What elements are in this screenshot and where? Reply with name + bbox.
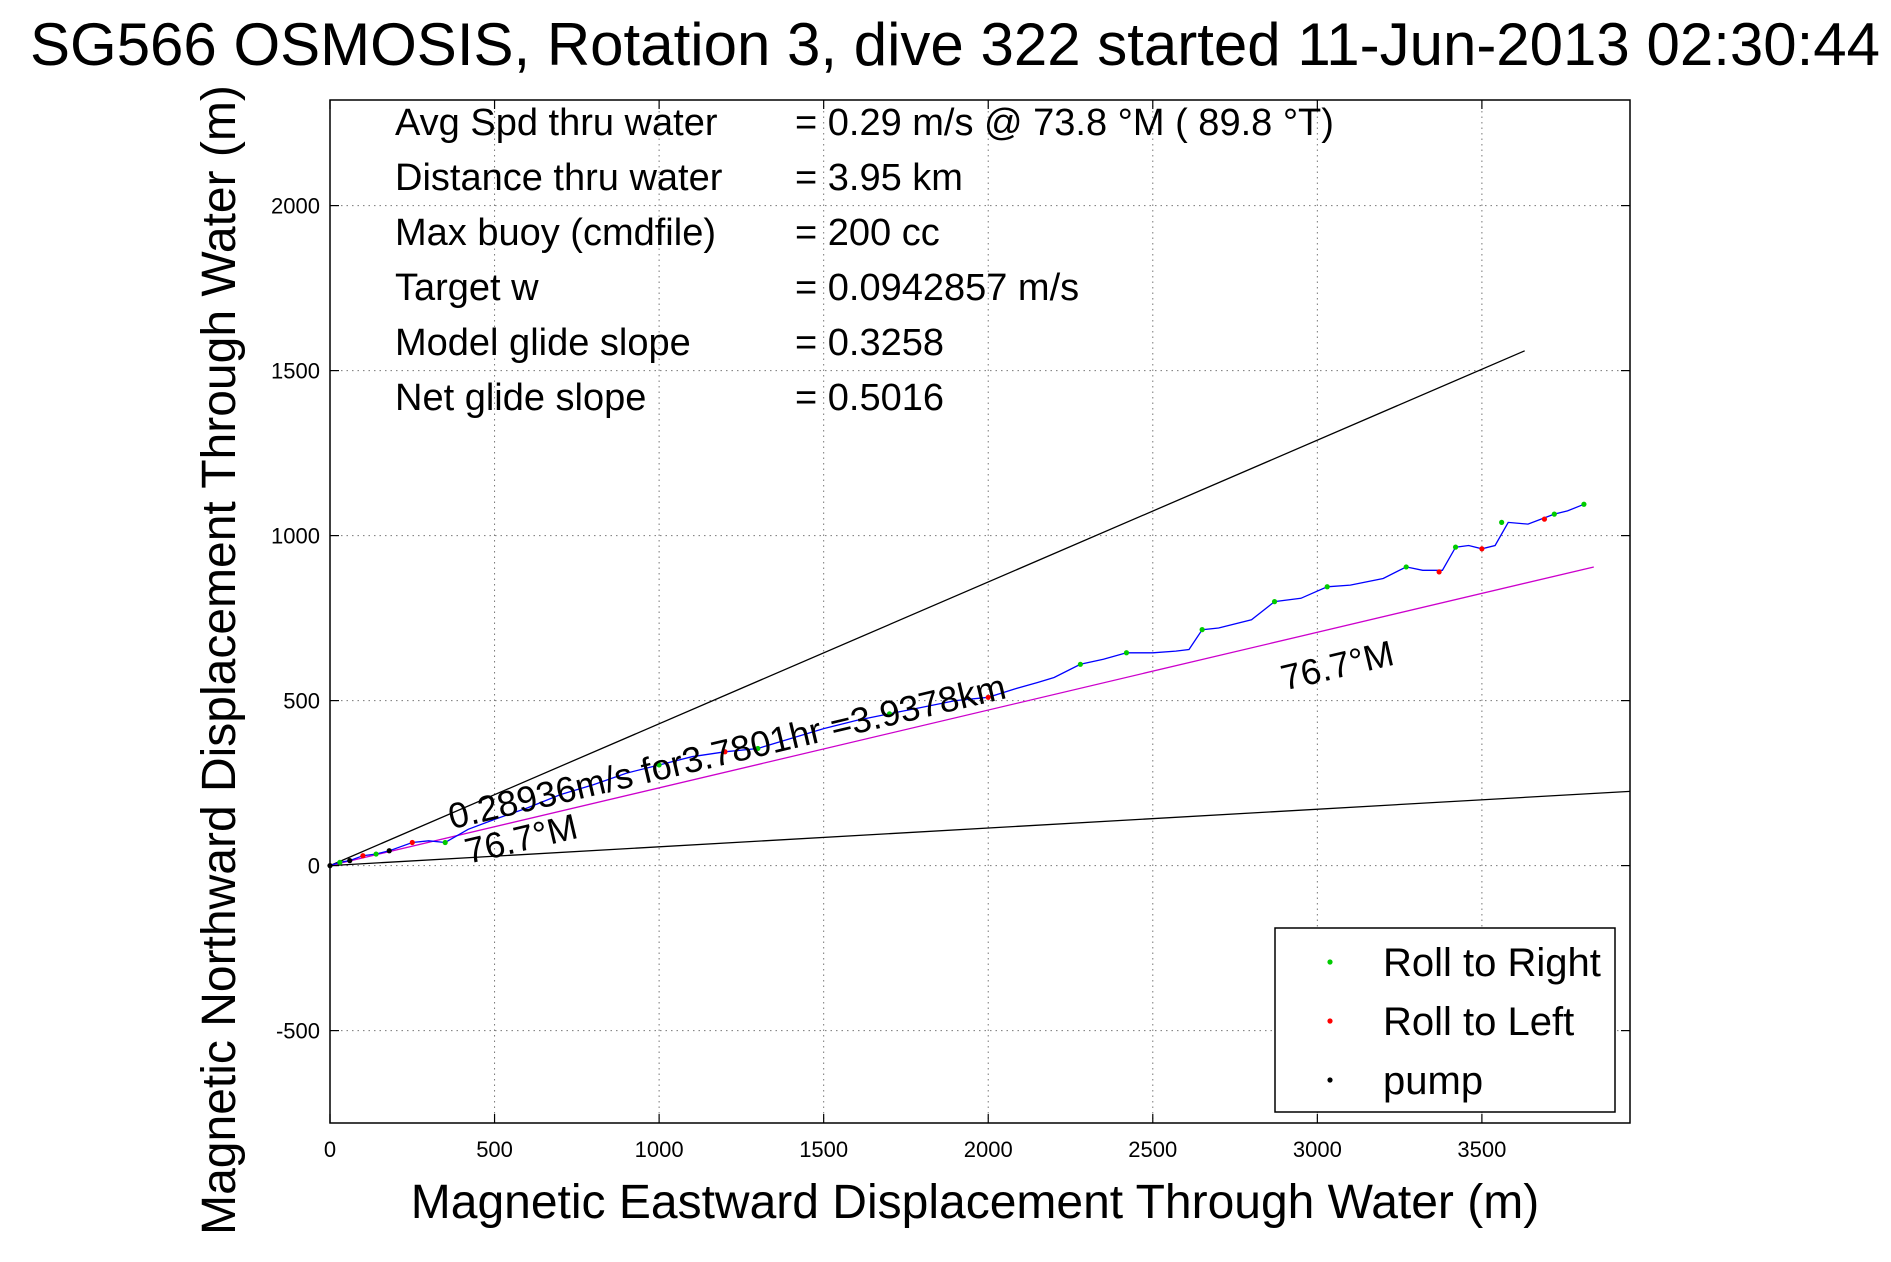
point-roll-to-right: [886, 711, 893, 717]
stat-value: = 0.5016: [795, 377, 944, 419]
x-tick-label: 1500: [799, 1137, 848, 1162]
point-roll-to-right: [373, 851, 379, 857]
stat-value: = 0.0942857 m/s: [795, 267, 1079, 309]
point-roll-to-left: [409, 839, 415, 846]
y-axis-label: Magnetic Northward Displacement Through …: [193, 85, 246, 1235]
y-tick-label: 500: [283, 689, 320, 714]
stat-label: Model glide slope: [395, 322, 691, 364]
reference-line-lower_bound: [329, 790, 1631, 867]
legend-label-roll-to-right: Roll to Right: [1383, 941, 1601, 985]
point-roll-to-left: [360, 853, 366, 859]
point-roll-to-right: [656, 762, 662, 768]
point-roll-to-right: [1403, 564, 1409, 570]
y-tick-label: 1000: [271, 524, 320, 549]
reference-lines: [329, 350, 1631, 867]
reference-line-upper_bound: [329, 350, 1525, 867]
legend-marker-roll-to-left: [1327, 1018, 1333, 1024]
y-tick-label: 1500: [271, 359, 320, 384]
reference-line-heading_76.7M: [329, 566, 1594, 867]
legend-label-pump: pump: [1383, 1059, 1483, 1103]
y-tick-label: -500: [276, 1019, 320, 1044]
point-roll-to-right: [1324, 584, 1330, 590]
point-roll-to-right: [442, 839, 448, 846]
legend-label-roll-to-left: Roll to Left: [1383, 1000, 1574, 1044]
legend: Roll to Right Roll to Left pump: [1274, 927, 1616, 1113]
point-roll-to-right: [1123, 650, 1130, 656]
stat-label: Distance thru water: [395, 157, 723, 199]
stat-label: Net glide slope: [395, 377, 646, 419]
x-axis-label: Magnetic Eastward Displacement Through W…: [411, 1176, 1539, 1229]
point-roll-to-left: [1436, 569, 1442, 575]
stat-label: Target w: [395, 267, 539, 309]
glider-track-line: [329, 503, 1585, 867]
y-tick-label: 2000: [271, 194, 320, 219]
point-roll-to-left: [985, 694, 991, 700]
point-roll-to-right: [1199, 627, 1205, 633]
point-roll-to-left: [722, 749, 728, 755]
stat-label: Max buoy (cmdfile): [395, 212, 716, 254]
point-roll-to-right: [1581, 501, 1587, 507]
stat-value: = 200 cc: [795, 212, 940, 254]
stat-value: = 0.3258: [795, 322, 944, 364]
point-roll-to-right: [1077, 661, 1083, 667]
x-tick-label: 2000: [964, 1137, 1013, 1162]
plot-frame: [329, 99, 1631, 1124]
x-tick-label: 2500: [1128, 1137, 1177, 1162]
stats-panel: Avg Spd thru water = 0.29 m/s @ 73.8 °M (…: [395, 102, 1334, 419]
point-roll-to-right: [337, 859, 343, 865]
stat-label: Avg Spd thru water: [395, 102, 718, 144]
legend-marker-pump: [1327, 1077, 1333, 1083]
point-roll-to-right: [1551, 511, 1557, 517]
point-pump: [386, 848, 392, 854]
y-tick-label: 0: [308, 854, 320, 879]
x-tick-label: 3000: [1293, 1137, 1342, 1162]
track: [329, 503, 1585, 867]
point-roll-to-right: [755, 745, 761, 752]
roll-points: [327, 501, 1587, 869]
point-roll-to-right: [1271, 599, 1278, 605]
x-tick-label: 0: [324, 1137, 336, 1162]
axis-ticks: 0 500 1000 1500 2000 2500 3000 3500 -500 0 500 1000…: [271, 100, 1630, 1162]
point-roll-to-right: [1499, 519, 1505, 526]
x-tick-label: 500: [476, 1137, 513, 1162]
stat-value: = 0.29 m/s @ 73.8 °M ( 89.8 °T): [795, 102, 1334, 144]
x-tick-label: 1000: [635, 1137, 684, 1162]
chart-title: SG566 OSMOSIS, Rotation 3, dive 322 star…: [30, 11, 1880, 78]
point-pump: [347, 858, 353, 864]
point-roll-to-left: [1541, 516, 1548, 522]
point-roll-to-left: [1479, 546, 1485, 552]
stat-value: = 3.95 km: [795, 157, 963, 199]
legend-marker-roll-to-right: [1327, 959, 1333, 965]
x-tick-label: 3500: [1457, 1137, 1506, 1162]
point-roll-to-right: [1452, 544, 1459, 550]
